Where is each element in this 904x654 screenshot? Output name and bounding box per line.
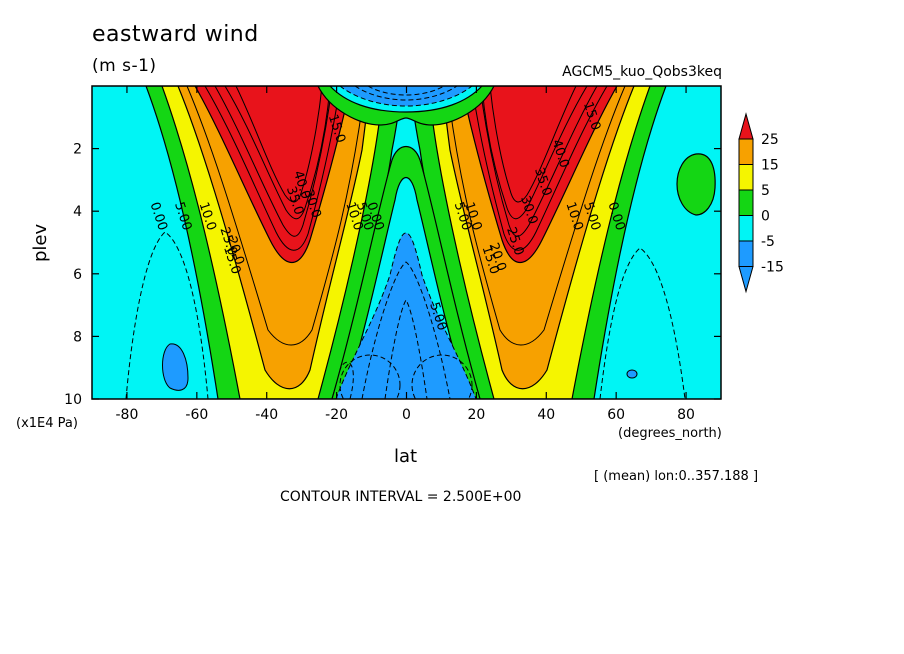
x-axis-label: lat <box>394 446 418 467</box>
y-tick-label: 4 <box>73 204 82 220</box>
colorbar-bottom-arrow <box>738 266 754 294</box>
colorbar-label: 0 <box>761 209 770 225</box>
x-tick-label: 20 <box>467 407 485 423</box>
y-tick-label: 2 <box>73 142 82 158</box>
south-polar-easterly <box>125 231 209 399</box>
north-blue-spot <box>626 369 638 379</box>
chart-units: (m s-1) <box>92 56 157 76</box>
filled-contours <box>92 86 721 399</box>
x-tick-label: -60 <box>185 407 208 423</box>
dataset-name: AGCM5_kuo_Qobs3keq <box>562 64 722 80</box>
colorbar-label: 5 <box>761 183 770 199</box>
colorbar-label: 25 <box>761 132 779 148</box>
mean-info: [ (mean) lon:0..357.188 ] <box>594 469 759 484</box>
y-tick-label: 6 <box>73 267 82 283</box>
x-tick-label: 40 <box>537 407 555 423</box>
colorbar-label: -5 <box>761 234 775 250</box>
southern-jet <box>145 86 403 399</box>
x-tick-label: -80 <box>116 407 139 423</box>
x-tick-label: -20 <box>325 407 348 423</box>
y-tick-label: 10 <box>64 392 82 408</box>
y-axis-unit: (x1E4 Pa) <box>16 416 78 431</box>
x-tick-label: 80 <box>677 407 695 423</box>
y-tick-label: 8 <box>73 329 82 345</box>
colorbar-segment <box>738 215 754 242</box>
x-axis: -80 -60 -40 -20 0 20 40 60 80 <box>116 86 695 423</box>
x-tick-label: -40 <box>255 407 278 423</box>
north-polar-easterly <box>599 247 686 399</box>
south-blue-blob <box>162 343 189 391</box>
contour-interval: CONTOUR INTERVAL = 2.500E+00 <box>280 489 522 505</box>
colorbar-segment <box>738 164 754 191</box>
chart-title: eastward wind <box>92 22 259 47</box>
x-axis-unit: (degrees_north) <box>618 426 722 441</box>
colorbar-label: -15 <box>761 260 784 276</box>
colorbar-segment <box>738 138 754 165</box>
north-green-blob <box>676 153 716 216</box>
x-tick-label: 0 <box>402 407 411 423</box>
colorbar-top-arrow <box>738 112 754 140</box>
colorbar-segment <box>738 189 754 216</box>
colorbar-label: 15 <box>761 158 779 174</box>
x-tick-label: 60 <box>607 407 625 423</box>
y-axis: 2 4 6 8 10 <box>64 142 721 408</box>
colorbar: 25 15 5 0 -5 -15 <box>738 112 784 294</box>
upper-easterly <box>339 86 473 107</box>
colorbar-segment <box>738 240 754 267</box>
